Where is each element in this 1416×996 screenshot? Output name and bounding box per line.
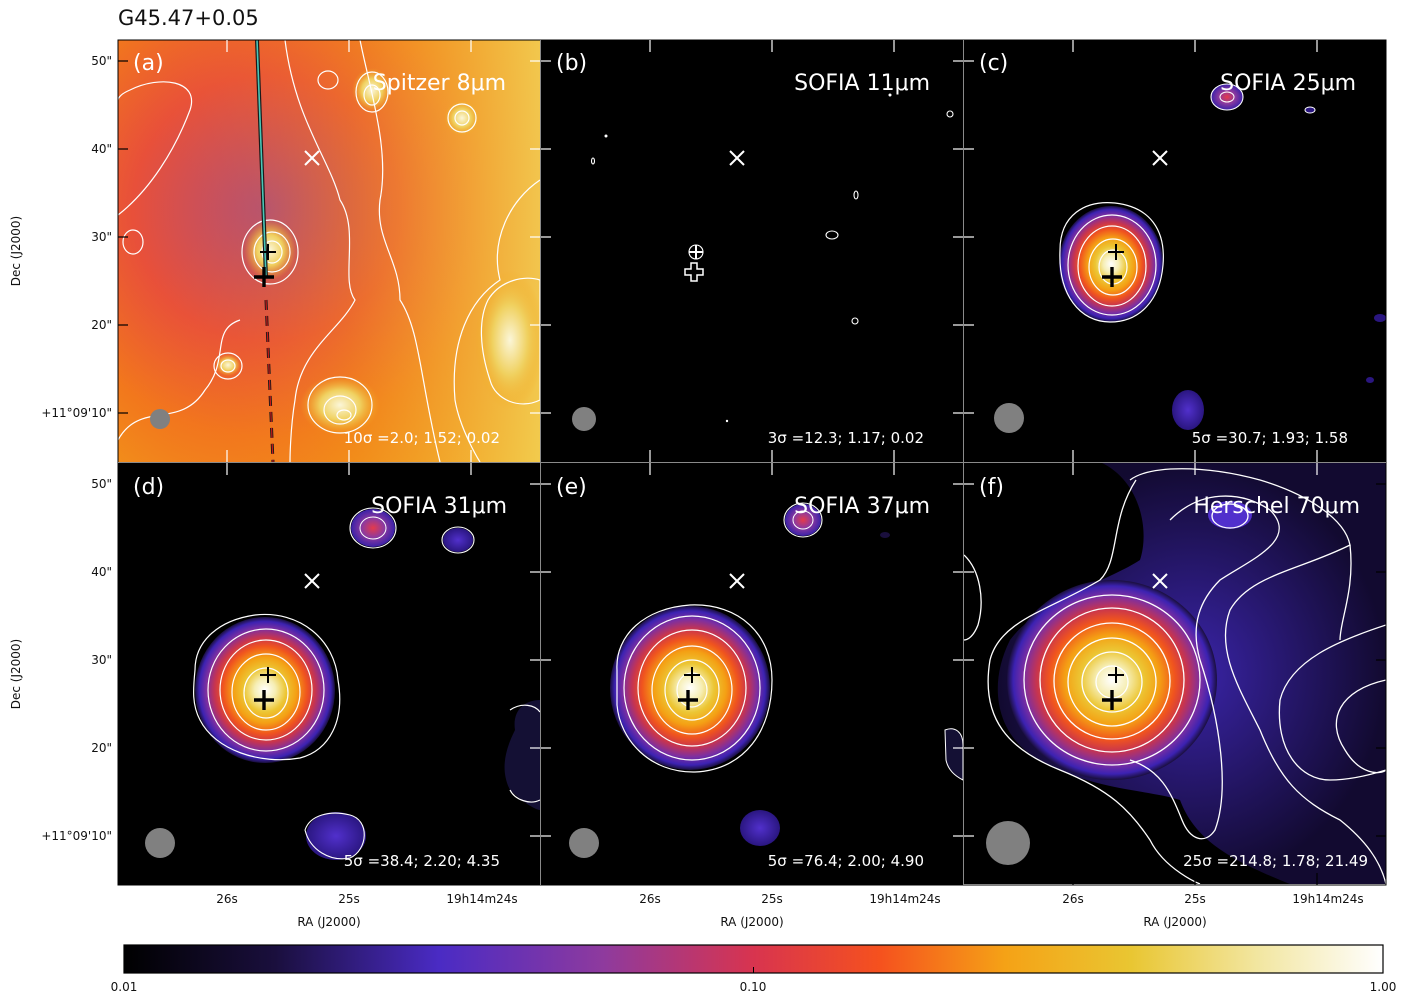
panel-instrument: SOFIA 37μm [794, 494, 930, 519]
panel-tag: (a) [133, 51, 164, 76]
dec-tick-label: 40" [91, 565, 112, 579]
ra-axis-label: RA (J2000) [720, 915, 783, 929]
ra-tick-labels: 26s 25s 19h14m24s 26s 25s 19h14m24s 26s … [216, 892, 1363, 906]
panel-f: (f) Herschel 70μm 25σ =214.8; 1.78; 21.4… [964, 462, 1386, 884]
dec-tick-label: +11°09'10" [41, 406, 112, 420]
dec-tick-label: +11°09'10" [41, 829, 112, 843]
compact-source-marker [1108, 244, 1124, 260]
compact-source-marker [689, 245, 703, 259]
ra-tick-label: 26s [216, 892, 238, 906]
x-marker [1152, 573, 1168, 589]
ra-tick-label: 19h14m24s [446, 892, 517, 906]
colorbar: 0.01 0.10 1.00 [111, 944, 1397, 994]
figure-title: G45.47+0.05 [118, 6, 259, 30]
dec-tick-label: 40" [91, 142, 112, 156]
panel-frames [117, 39, 1387, 886]
colorbar-mid-label: 0.10 [740, 980, 767, 994]
panel-tag: (c) [979, 51, 1008, 76]
ra-tick-label: 25s [1184, 892, 1206, 906]
panel-tag: (b) [556, 51, 587, 76]
target-source-marker [1102, 267, 1122, 287]
beam-circle [145, 828, 175, 858]
dec-tick-label: 30" [91, 230, 112, 244]
beam-circle [572, 407, 596, 431]
contour-levels: 5σ =38.4; 2.20; 4.35 [344, 852, 500, 870]
panel-b: (b) SOFIA 11μm 3σ =12.3; 1.17; 0.02 [541, 40, 963, 462]
compact-source-marker [260, 667, 276, 683]
ra-tick-label: 19h14m24s [869, 892, 940, 906]
panel-instrument: SOFIA 31μm [371, 494, 507, 519]
contour-levels: 25σ =214.8; 1.78; 21.49 [1183, 852, 1368, 870]
ra-tick-label: 25s [761, 892, 783, 906]
colorbar-max-label: 1.00 [1370, 980, 1397, 994]
panel-c: (c) SOFIA 25μm 5σ =30.7; 1.93; 1.58 [964, 40, 1386, 462]
ra-tick-label: 26s [639, 892, 661, 906]
panel-d: (d) SOFIA 31μm 5σ =38.4; 2.20; 4.35 [118, 463, 541, 885]
compact-source-marker [684, 667, 700, 683]
ra-tick-label: 25s [338, 892, 360, 906]
contour-levels: 5σ =76.4; 2.00; 4.90 [768, 852, 924, 870]
x-marker [304, 573, 320, 589]
dec-tick-label: 50" [91, 477, 112, 491]
dec-tick-label: 20" [91, 741, 112, 755]
dec-axis-label: Dec (J2000) [9, 639, 23, 709]
dec-tick-label: 20" [91, 318, 112, 332]
contour-levels: 5σ =30.7; 1.93; 1.58 [1192, 429, 1348, 447]
panel-instrument: SOFIA 25μm [1220, 71, 1356, 96]
beam-circle [986, 821, 1030, 865]
panel-instrument: Herschel 70μm [1193, 494, 1360, 519]
panel-instrument: SOFIA 11μm [794, 71, 930, 96]
panel-tag: (e) [556, 475, 587, 500]
x-marker [729, 573, 745, 589]
target-source-marker [1102, 690, 1122, 710]
compact-source-marker [260, 244, 276, 260]
dec-tick-label: 30" [91, 653, 112, 667]
dec-tick-label: 50" [91, 54, 112, 68]
ra-axis-label: RA (J2000) [297, 915, 360, 929]
compact-source-marker [1108, 667, 1124, 683]
target-source-marker [678, 690, 698, 710]
tick-marks [118, 40, 1386, 885]
contour-levels: 10σ =2.0; 1.52; 0.02 [344, 429, 500, 447]
dec-axis-label: Dec (J2000) [9, 216, 23, 286]
beam-circle [994, 403, 1024, 433]
ra-tick-label: 19h14m24s [1292, 892, 1363, 906]
dec-tick-labels-top: 50" 40" 30" 20" +11°09'10" [41, 54, 112, 420]
panel-tag: (d) [133, 475, 164, 500]
panel-e: (e) SOFIA 37μm 5σ =76.4; 2.00; 4.90 [541, 463, 964, 885]
panel-tag: (f) [979, 475, 1004, 500]
beam-circle [569, 828, 599, 858]
ra-axis-label: RA (J2000) [1143, 915, 1206, 929]
panel-instrument: Spitzer 8μm [373, 71, 506, 96]
x-marker [1152, 150, 1168, 166]
target-source-marker [684, 262, 704, 282]
x-marker [304, 150, 320, 166]
dec-tick-labels-bottom: 50" 40" 30" 20" +11°09'10" [41, 477, 112, 843]
contour-levels: 3σ =12.3; 1.17; 0.02 [768, 429, 924, 447]
beam-circle [150, 409, 170, 429]
panel-a: (a) Spitzer 8μm 10σ =2.0; 1.52; 0.02 [118, 40, 540, 462]
x-marker [729, 150, 745, 166]
target-source-marker [254, 690, 274, 710]
target-source-marker [254, 267, 274, 287]
colorbar-min-label: 0.01 [111, 980, 138, 994]
ra-tick-label: 26s [1062, 892, 1084, 906]
